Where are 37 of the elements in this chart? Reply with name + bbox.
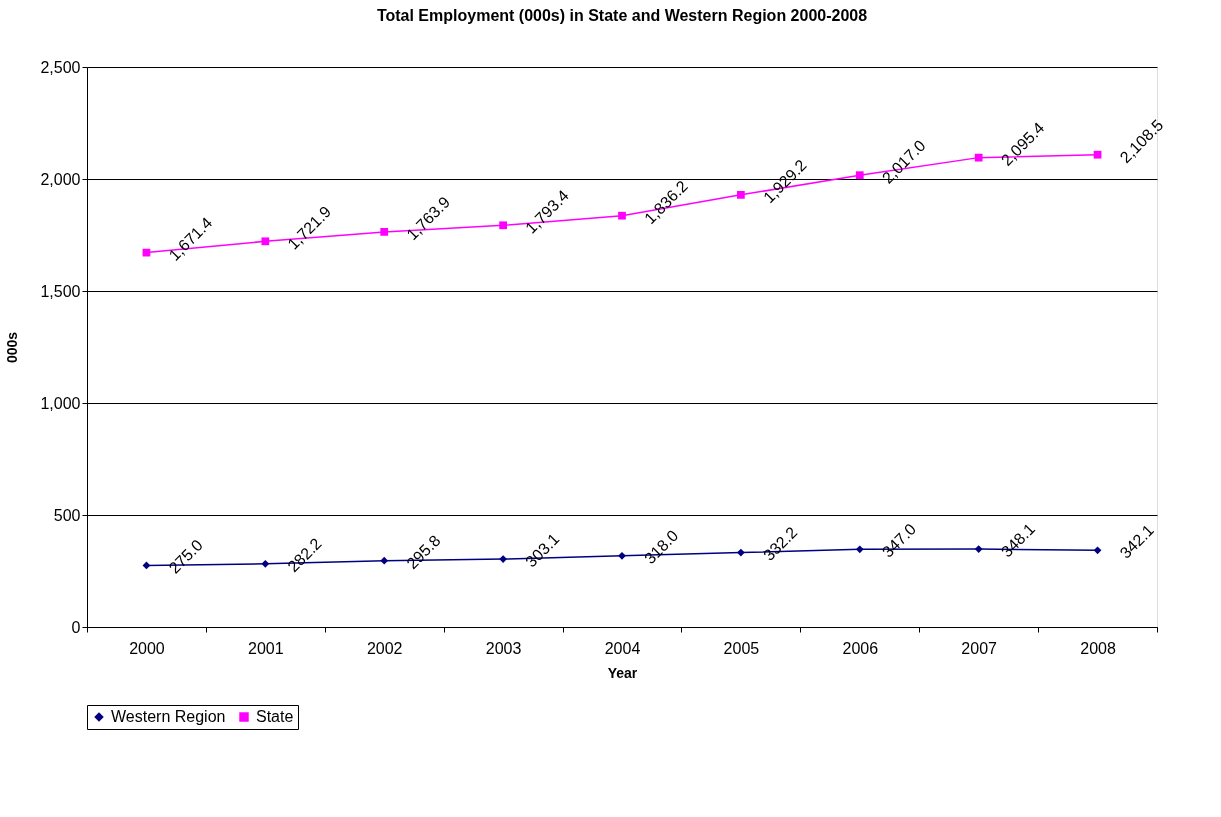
- point: [380, 556, 389, 565]
- y-tick-label: 1,500: [40, 282, 81, 300]
- point: [499, 555, 507, 563]
- point: [974, 153, 983, 162]
- x-tick-label: 2008: [1080, 639, 1116, 657]
- y-tick-label: 2,500: [40, 58, 81, 76]
- y-tick-label: 2,000: [40, 170, 81, 188]
- point: [1093, 150, 1102, 159]
- x-tick-label: 2006: [842, 639, 879, 657]
- y-tick-label: 0: [71, 618, 81, 636]
- x-tick-label: 2002: [366, 639, 403, 657]
- point: [737, 190, 745, 199]
- y-tick-label: 500: [53, 506, 81, 524]
- x-tick-label: 2000: [129, 639, 165, 657]
- point: [380, 228, 389, 236]
- x-tick-label: 2007: [961, 639, 998, 657]
- x-tick-label: 2005: [723, 639, 760, 657]
- point: [974, 545, 983, 553]
- x-axis-title: Year: [607, 664, 638, 681]
- y-tick-label: 1,000: [40, 394, 81, 412]
- chart-title: Total Employment (000s) in State and Western Region 2000-2008: [376, 7, 868, 24]
- point: [261, 559, 270, 568]
- point: [855, 545, 864, 554]
- x-tick-label: 2001: [248, 639, 284, 657]
- point: [737, 548, 745, 557]
- x-tick-label: 2003: [485, 639, 522, 657]
- x-tick-label: 2004: [604, 639, 641, 657]
- point: [261, 237, 270, 246]
- legend-label: Western Region: [111, 708, 226, 725]
- point: [855, 171, 864, 180]
- point: [1093, 546, 1102, 555]
- point: [499, 221, 507, 230]
- legend-label: State: [256, 708, 294, 725]
- point: [618, 211, 626, 220]
- point: [142, 561, 151, 570]
- y-axis-title: 000s: [4, 331, 21, 364]
- point: [618, 551, 626, 560]
